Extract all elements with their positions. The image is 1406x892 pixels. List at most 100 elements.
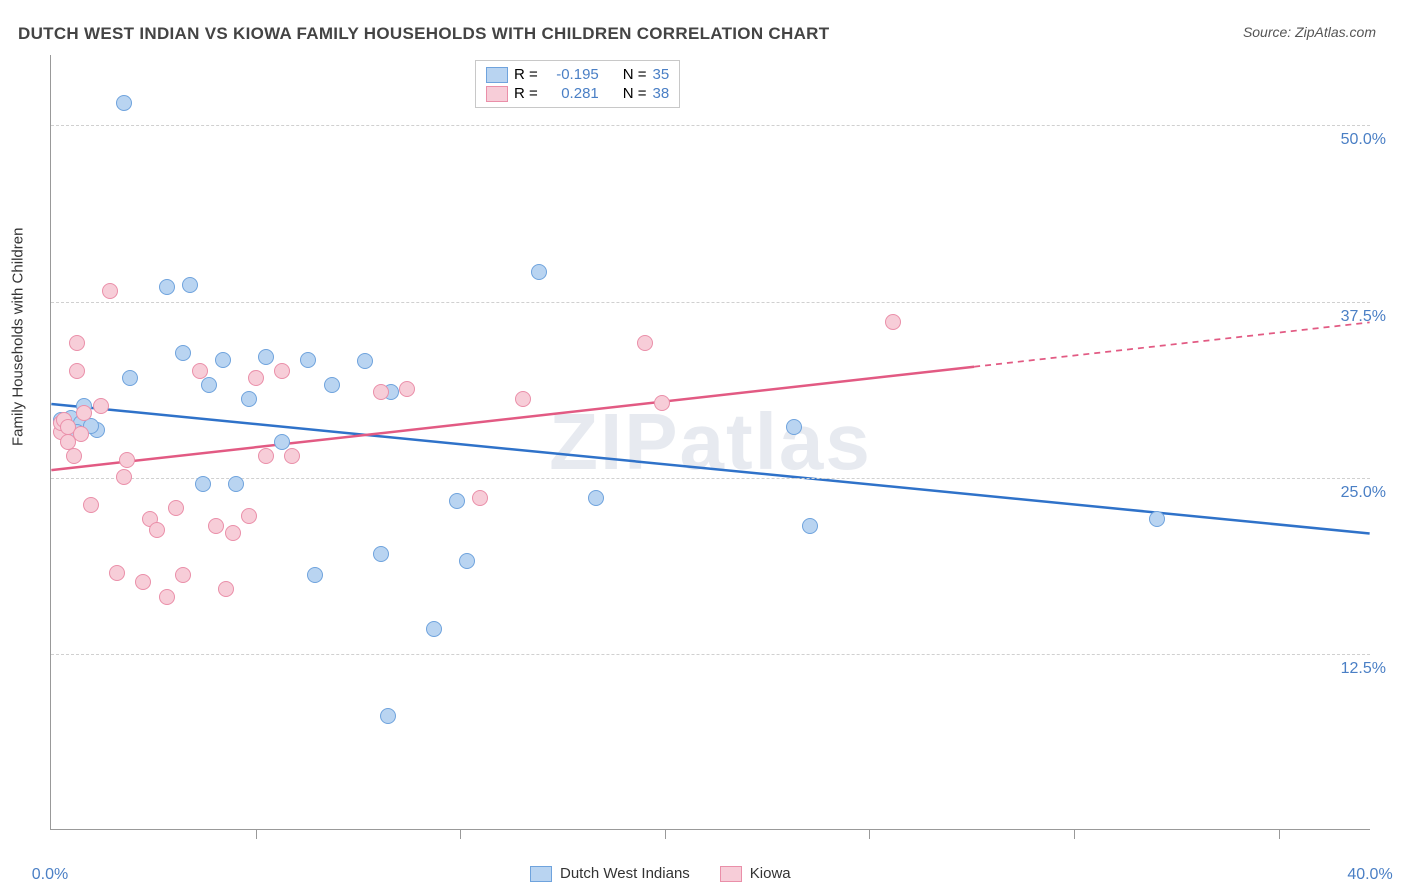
scatter-point-dutch	[380, 708, 396, 724]
scatter-point-dutch	[274, 434, 290, 450]
scatter-point-kiowa	[192, 363, 208, 379]
scatter-point-dutch	[426, 621, 442, 637]
scatter-point-dutch	[588, 490, 604, 506]
scatter-point-kiowa	[149, 522, 165, 538]
legend-series-label: Dutch West Indians	[560, 865, 690, 882]
legend-stat-row-dutch: R = -0.195 N = 35	[486, 65, 669, 84]
scatter-point-dutch	[802, 518, 818, 534]
legend-swatch-icon	[720, 866, 742, 882]
scatter-point-kiowa	[109, 565, 125, 581]
legend-item-dutch: Dutch West Indians	[530, 865, 690, 882]
legend-r-label: R =	[514, 66, 538, 83]
scatter-point-dutch	[531, 264, 547, 280]
scatter-point-dutch	[159, 279, 175, 295]
scatter-point-dutch	[215, 352, 231, 368]
scatter-point-kiowa	[73, 426, 89, 442]
x-tick	[256, 829, 257, 839]
x-tick	[1279, 829, 1280, 839]
scatter-point-kiowa	[93, 398, 109, 414]
scatter-point-kiowa	[258, 448, 274, 464]
scatter-point-dutch	[175, 345, 191, 361]
legend-series: Dutch West Indians Kiowa	[530, 865, 791, 882]
scatter-point-kiowa	[885, 314, 901, 330]
gridline	[51, 478, 1370, 479]
legend-item-kiowa: Kiowa	[720, 865, 791, 882]
regression-lines	[51, 55, 1370, 829]
gridline	[51, 125, 1370, 126]
legend-series-label: Kiowa	[750, 865, 791, 882]
scatter-point-dutch	[373, 546, 389, 562]
legend-r-label: R =	[514, 85, 538, 102]
scatter-point-kiowa	[119, 452, 135, 468]
scatter-point-kiowa	[175, 567, 191, 583]
legend-n-value: 38	[653, 85, 670, 102]
scatter-point-dutch	[357, 353, 373, 369]
y-tick-label: 50.0%	[1341, 131, 1386, 149]
scatter-point-dutch	[182, 277, 198, 293]
x-tick	[665, 829, 666, 839]
legend-n-label: N =	[623, 66, 647, 83]
scatter-point-dutch	[195, 476, 211, 492]
scatter-point-kiowa	[225, 525, 241, 541]
scatter-point-kiowa	[76, 405, 92, 421]
scatter-point-dutch	[116, 95, 132, 111]
scatter-point-kiowa	[83, 497, 99, 513]
legend-swatch-icon	[486, 67, 508, 83]
legend-stat-row-kiowa: R = 0.281 N = 38	[486, 84, 669, 103]
scatter-point-dutch	[307, 567, 323, 583]
chart-plot-area: ZIPatlas	[50, 55, 1370, 830]
x-tick	[460, 829, 461, 839]
scatter-point-dutch	[122, 370, 138, 386]
source-attribution: Source: ZipAtlas.com	[1243, 24, 1376, 40]
scatter-point-kiowa	[208, 518, 224, 534]
scatter-point-kiowa	[241, 508, 257, 524]
scatter-point-kiowa	[472, 490, 488, 506]
legend-r-value: -0.195	[544, 66, 599, 83]
scatter-point-kiowa	[399, 381, 415, 397]
legend-stats-box: R = -0.195 N = 35 R = 0.281 N = 38	[475, 60, 680, 108]
scatter-point-kiowa	[373, 384, 389, 400]
scatter-point-kiowa	[637, 335, 653, 351]
scatter-point-kiowa	[284, 448, 300, 464]
scatter-point-dutch	[459, 553, 475, 569]
y-tick-label: 25.0%	[1341, 484, 1386, 502]
scatter-point-dutch	[241, 391, 257, 407]
scatter-point-kiowa	[654, 395, 670, 411]
x-tick	[869, 829, 870, 839]
gridline	[51, 302, 1370, 303]
legend-swatch-icon	[486, 86, 508, 102]
x-tick-label: 0.0%	[32, 866, 68, 884]
scatter-point-kiowa	[218, 581, 234, 597]
scatter-point-kiowa	[168, 500, 184, 516]
scatter-point-dutch	[300, 352, 316, 368]
scatter-point-kiowa	[66, 448, 82, 464]
scatter-point-kiowa	[135, 574, 151, 590]
x-tick	[1074, 829, 1075, 839]
scatter-point-dutch	[324, 377, 340, 393]
y-tick-label: 37.5%	[1341, 308, 1386, 326]
scatter-point-kiowa	[515, 391, 531, 407]
scatter-point-kiowa	[159, 589, 175, 605]
legend-n-label: N =	[623, 85, 647, 102]
gridline	[51, 654, 1370, 655]
legend-swatch-icon	[530, 866, 552, 882]
scatter-point-dutch	[786, 419, 802, 435]
y-axis-label: Family Households with Children	[10, 228, 27, 446]
scatter-point-dutch	[449, 493, 465, 509]
scatter-point-kiowa	[274, 363, 290, 379]
chart-title: DUTCH WEST INDIAN VS KIOWA FAMILY HOUSEH…	[18, 24, 829, 44]
legend-r-value: 0.281	[544, 85, 599, 102]
scatter-point-kiowa	[69, 335, 85, 351]
scatter-point-dutch	[228, 476, 244, 492]
scatter-point-dutch	[1149, 511, 1165, 527]
scatter-point-dutch	[258, 349, 274, 365]
scatter-point-kiowa	[69, 363, 85, 379]
x-tick-label: 40.0%	[1347, 866, 1392, 884]
scatter-point-kiowa	[248, 370, 264, 386]
scatter-point-kiowa	[102, 283, 118, 299]
y-tick-label: 12.5%	[1341, 660, 1386, 678]
watermark-text: ZIPatlas	[549, 396, 872, 488]
scatter-point-kiowa	[116, 469, 132, 485]
scatter-point-dutch	[201, 377, 217, 393]
legend-n-value: 35	[653, 66, 670, 83]
